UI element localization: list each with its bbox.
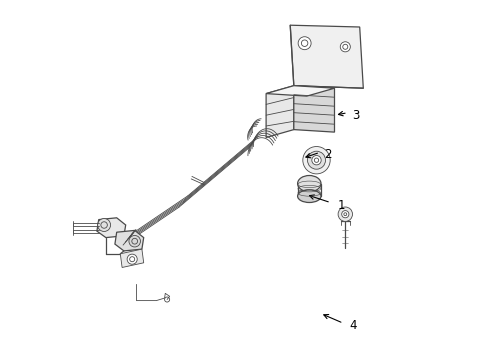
Ellipse shape: [297, 175, 320, 192]
Text: 1: 1: [337, 199, 345, 212]
Polygon shape: [293, 86, 334, 132]
Polygon shape: [97, 218, 125, 238]
Circle shape: [307, 151, 325, 169]
Circle shape: [302, 147, 329, 174]
Text: 4: 4: [348, 319, 356, 332]
Circle shape: [337, 207, 352, 221]
Circle shape: [298, 37, 310, 50]
Circle shape: [341, 211, 348, 218]
Circle shape: [340, 42, 349, 52]
Polygon shape: [120, 249, 143, 267]
Circle shape: [127, 254, 137, 264]
Circle shape: [98, 219, 110, 231]
Text: 2: 2: [323, 148, 330, 161]
Polygon shape: [265, 86, 293, 138]
Polygon shape: [289, 25, 363, 88]
Polygon shape: [115, 230, 143, 251]
Text: 3: 3: [352, 109, 359, 122]
Ellipse shape: [297, 190, 320, 202]
Circle shape: [311, 156, 321, 165]
Circle shape: [129, 235, 140, 247]
Polygon shape: [265, 86, 334, 96]
